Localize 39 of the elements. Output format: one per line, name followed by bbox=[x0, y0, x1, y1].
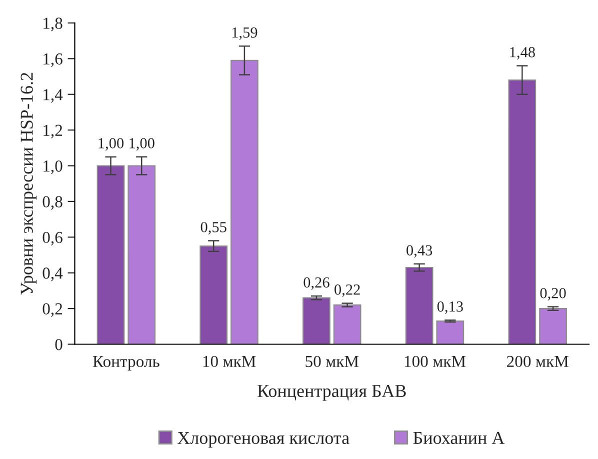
x-tick-label: 200 мкМ bbox=[507, 356, 568, 368]
y-tick-label: 0 bbox=[55, 338, 62, 350]
bar bbox=[128, 165, 156, 344]
data-label: 1,00 bbox=[130, 138, 154, 151]
y-tick-label: 1,0 bbox=[44, 160, 62, 174]
bar bbox=[508, 80, 536, 344]
data-label: 0,20 bbox=[540, 288, 566, 301]
y-tick-label: 1,4 bbox=[44, 89, 63, 103]
data-label: 0,13 bbox=[437, 301, 463, 314]
x-tick-label: 10 мкМ bbox=[203, 356, 256, 368]
data-label: 1,59 bbox=[232, 27, 258, 40]
x-tick-label: 50 мкМ bbox=[306, 356, 359, 368]
legend-label: Хлорогеновая кислота bbox=[178, 432, 350, 448]
y-tick-label: 0,6 bbox=[42, 232, 62, 246]
data-label: 0,43 bbox=[406, 245, 432, 258]
bar bbox=[436, 320, 464, 344]
bar bbox=[405, 266, 434, 344]
y-tick-label: 0,4 bbox=[42, 268, 63, 282]
bar bbox=[96, 165, 125, 344]
x-axis-title: Концентрация БАВ bbox=[258, 384, 406, 401]
data-label: 0,26 bbox=[304, 277, 330, 290]
x-tick-label: 100 мкМ bbox=[404, 356, 466, 368]
bar bbox=[230, 60, 258, 344]
y-tick-label: 1,6 bbox=[44, 53, 62, 67]
bar bbox=[333, 304, 362, 344]
legend-label: Биоханин А bbox=[413, 432, 505, 444]
bar bbox=[539, 308, 567, 344]
data-label: 1,00 bbox=[98, 138, 124, 151]
data-label: 1,48 bbox=[510, 47, 535, 60]
y-tick-label: 0,8 bbox=[42, 196, 62, 210]
y-axis-title: Уровни экспрессии HSP-16.2 bbox=[20, 72, 37, 295]
data-label: 0,55 bbox=[200, 222, 226, 234]
bar bbox=[302, 297, 330, 344]
y-tick-label: 1,2 bbox=[44, 124, 62, 138]
y-tick-label: 0,2 bbox=[42, 303, 62, 317]
data-label: 0,22 bbox=[334, 284, 360, 297]
bar bbox=[200, 246, 228, 344]
x-tick-label: Контроль bbox=[92, 356, 160, 370]
y-tick-label: 1,8 bbox=[44, 18, 62, 32]
